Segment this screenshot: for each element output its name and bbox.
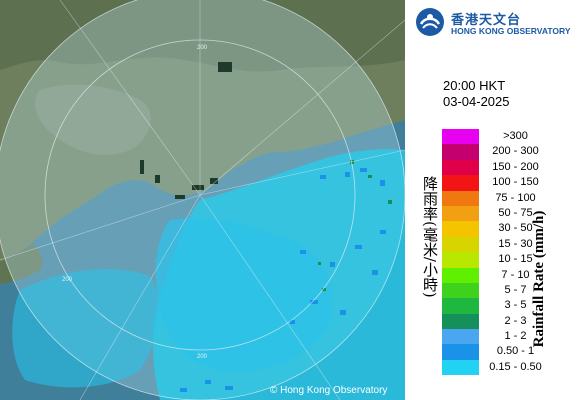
rain-cells-light <box>180 168 386 392</box>
legend-label: >300 <box>503 130 528 142</box>
legend-swatch <box>442 267 479 283</box>
land-delta <box>35 84 151 155</box>
legend-label: 7 - 10 <box>501 268 530 281</box>
copyright-notice: © Hong Kong Observatory <box>270 385 388 396</box>
observatory-logo[interactable]: 香港天文台 HONG KONG OBSERVATORY <box>415 7 575 41</box>
legend-swatch <box>442 298 479 314</box>
legend-label: 75 - 100 <box>495 191 536 204</box>
legend-label: 50 - 75 <box>498 206 533 219</box>
legend-swatch <box>442 252 479 268</box>
legend-swatch <box>442 344 479 360</box>
ring-label-west: 200 <box>62 277 73 283</box>
legend-label: 2 - 3 <box>504 314 527 327</box>
radar-map-canvas: 200 200 200 <box>0 0 405 400</box>
legend-swatch <box>442 205 479 222</box>
legend-label: 3 - 5 <box>504 299 527 312</box>
rain-echo-west <box>12 268 159 388</box>
rain-cells-moderate <box>318 160 392 291</box>
legend-label: 5 - 7 <box>504 283 527 296</box>
observation-time: 20:00 HKT <box>443 78 506 93</box>
legend-swatch <box>442 159 479 176</box>
legend-panel: 香港天文台 HONG KONG OBSERVATORY 20:00 HKT 03… <box>405 0 577 400</box>
rain-echo-central <box>155 218 333 373</box>
legend-swatch <box>442 282 479 299</box>
radial-lines <box>0 0 405 400</box>
observatory-emblem-icon <box>416 8 444 36</box>
legend-label: 0.15 - 0.50 <box>489 360 542 373</box>
legend-title-english: Rainfall Rate (mm/h) <box>531 210 547 348</box>
legend-label: 30 - 50 <box>498 222 533 235</box>
legend-swatch <box>442 129 479 145</box>
observation-date: 03-04-2025 <box>443 94 510 109</box>
legend-swatch <box>442 359 479 376</box>
ring-label-south: 200 <box>197 354 208 360</box>
legend-swatch <box>442 329 479 345</box>
legend-swatch <box>442 190 479 206</box>
legend-swatch <box>442 221 479 237</box>
legend-label: 150 - 200 <box>492 160 539 173</box>
legend-label: 200 - 300 <box>492 145 539 158</box>
legend-label: 100 - 150 <box>492 176 539 189</box>
legend-swatch <box>442 144 479 160</box>
legend-title-chinese: 降雨率(毫米/小時) <box>421 176 439 298</box>
legend-label: 10 - 15 <box>498 253 533 266</box>
ring-label-north: 200 <box>197 45 208 51</box>
legend-label: 0.50 - 1 <box>496 345 535 358</box>
legend-label: 1 - 2 <box>504 330 527 343</box>
island-outlines <box>140 62 232 199</box>
logo-name-chinese: 香港天文台 <box>451 13 522 28</box>
legend-swatch <box>442 236 479 253</box>
legend-label: 15 - 30 <box>498 237 533 250</box>
legend-title-english-wrapper: Rainfall Rate (mm/h) <box>531 199 551 359</box>
legend-swatch <box>442 313 479 330</box>
legend-swatch <box>442 175 479 191</box>
logo-name-english: HONG KONG OBSERVATORY <box>451 26 571 36</box>
radar-map[interactable]: 200 200 200 © Hong Kong Observatory <box>0 0 405 400</box>
